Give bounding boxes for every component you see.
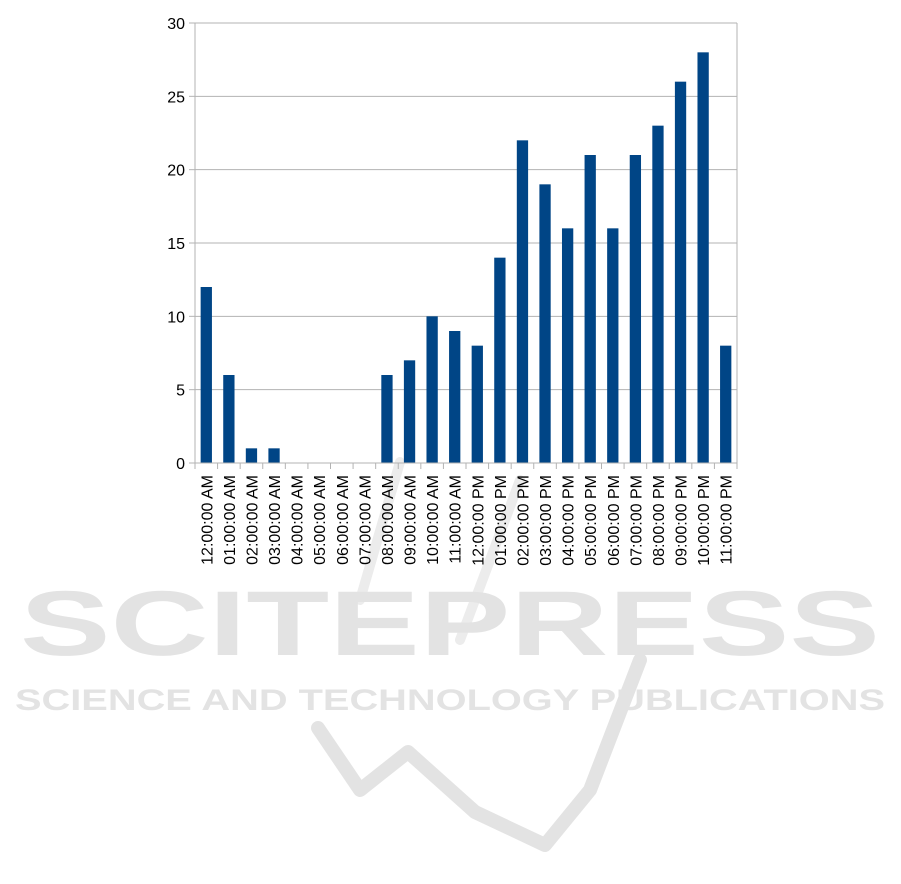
x-tick-label: 03:00:00 PM — [538, 475, 555, 566]
x-tick-label: 01:00:00 AM — [222, 475, 239, 565]
bar — [403, 360, 416, 463]
x-tick-label: 03:00:00 AM — [267, 475, 284, 565]
x-tick-label: 06:00:00 AM — [335, 475, 352, 565]
x-tick-label: 05:00:00 AM — [312, 475, 329, 565]
bar — [561, 228, 574, 463]
bar — [697, 52, 709, 463]
bar — [652, 125, 664, 464]
watermark-logo-stroke — [355, 457, 525, 645]
bar — [720, 345, 732, 463]
bar — [494, 257, 506, 463]
y-tick-label: 15 — [167, 236, 185, 253]
x-tick-label: 11:00:00 AM — [448, 475, 465, 564]
watermark-tagline: SCIENCE AND TECHNOLOGY PUBLICATIONS — [15, 684, 885, 717]
x-tick-label: 04:00:00 AM — [290, 475, 307, 565]
x-tick-label: 08:00:00 PM — [651, 475, 668, 566]
bar — [629, 155, 642, 463]
y-tick-label: 10 — [167, 309, 185, 326]
watermark-logo-shape — [311, 653, 647, 852]
x-tick-label: 09:00:00 AM — [403, 475, 420, 565]
x-tick-label: 09:00:00 PM — [674, 475, 691, 566]
x-tick-label: 08:00:00 AM — [380, 475, 397, 565]
x-tick-label: 12:00:00 AM — [199, 475, 216, 565]
x-tick-label: 05:00:00 PM — [583, 475, 600, 566]
bar — [539, 184, 551, 464]
bar — [381, 375, 393, 463]
watermark-brand: SCITEPRESS — [20, 573, 880, 675]
axes — [189, 22, 738, 469]
x-tick-label: 06:00:00 PM — [606, 475, 623, 566]
x-tick-label: 07:00:00 PM — [628, 475, 645, 566]
x-tick-label: 07:00:00 AM — [357, 475, 374, 565]
x-tick-label: 10:00:00 AM — [425, 475, 442, 565]
bar — [245, 448, 258, 463]
bar — [607, 228, 619, 463]
x-tick-labels: 12:00:00 AM 01:00:00 AM 02:00:00 AM 03:00:0… — [199, 475, 735, 566]
bar — [223, 375, 235, 463]
bar — [268, 448, 280, 463]
y-tick-labels: 0 5 10 15 20 25 30 — [167, 16, 185, 473]
x-tick-label: 02:00:00 PM — [515, 475, 532, 566]
bar — [471, 345, 483, 463]
bar — [584, 155, 596, 463]
x-tick-label: 11:00:00 PM — [719, 475, 736, 565]
bars — [200, 52, 732, 464]
x-tick-label: 10:00:00 PM — [696, 475, 713, 566]
bar — [449, 331, 461, 463]
x-tick-label: 12:00:00 PM — [470, 475, 487, 566]
x-tick-label: 02:00:00 AM — [244, 475, 261, 565]
bar — [200, 287, 212, 463]
y-tick-label: 25 — [167, 89, 185, 106]
y-tick-label: 30 — [167, 16, 185, 33]
y-tick-label: 20 — [167, 163, 185, 180]
x-tick-label: 01:00:00 PM — [493, 475, 510, 566]
y-tick-label: 0 — [176, 456, 185, 473]
bar — [426, 316, 438, 463]
x-tick-label: 04:00:00 PM — [561, 475, 578, 566]
bar — [516, 140, 529, 464]
bar — [674, 81, 687, 464]
watermark: SCITEPRESS SCIENCE AND TECHNOLOGY PUBLIC… — [15, 457, 885, 852]
y-tick-label: 5 — [176, 383, 185, 400]
